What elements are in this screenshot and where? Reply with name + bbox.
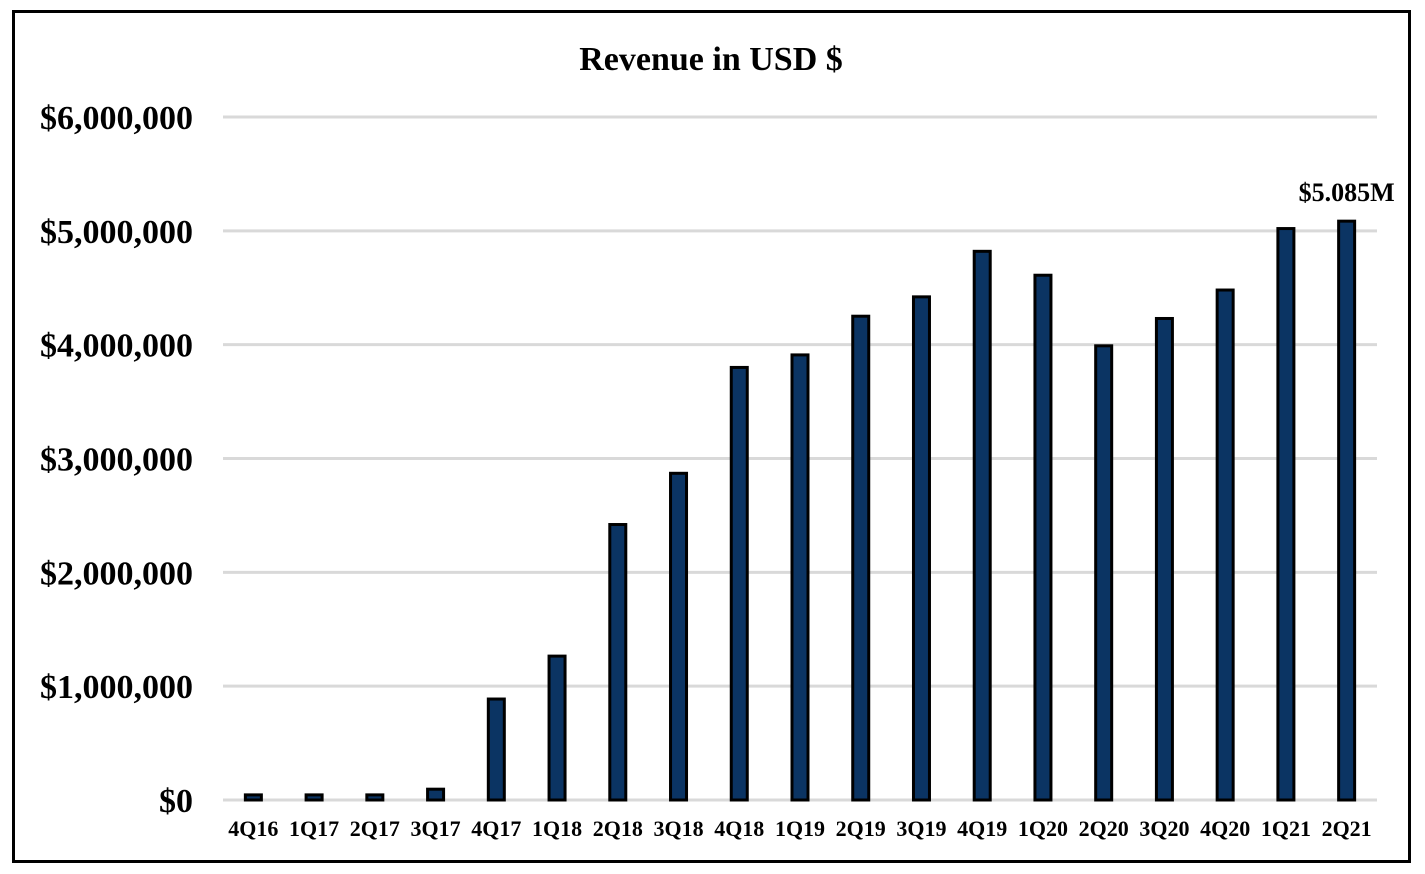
y-tick-label: $5,000,000 xyxy=(40,214,193,251)
x-tick-label: 4Q20 xyxy=(1200,816,1250,841)
y-axis-ticks: $0 $1,000,000 $2,000,000 $3,000,000 $4,000,0… xyxy=(40,100,193,820)
bar-3q19 xyxy=(911,295,931,802)
bar-1q21 xyxy=(1276,227,1296,802)
bar-4q17 xyxy=(486,697,506,802)
bar-1q18 xyxy=(547,654,567,802)
x-tick-label: 1Q17 xyxy=(289,816,339,841)
bars xyxy=(243,219,1357,802)
chart-title: Revenue in USD $ xyxy=(579,41,843,78)
x-tick-label: 3Q19 xyxy=(896,816,946,841)
x-tick-label: 2Q17 xyxy=(350,816,400,841)
bar-4q16 xyxy=(243,793,263,802)
data-labels: $5.085M xyxy=(1299,178,1395,207)
x-tick-label: 2Q20 xyxy=(1079,816,1129,841)
x-tick-label: 3Q17 xyxy=(411,816,461,841)
x-tick-label: 4Q16 xyxy=(228,816,278,841)
x-tick-label: 4Q18 xyxy=(714,816,764,841)
bar-2q21 xyxy=(1337,219,1357,802)
x-tick-label: 3Q20 xyxy=(1139,816,1189,841)
bar-1q20 xyxy=(1033,273,1053,802)
x-tick-label: 1Q18 xyxy=(532,816,582,841)
y-tick-label: $0 xyxy=(159,783,193,820)
x-tick-label: 1Q20 xyxy=(1018,816,1068,841)
bar-3q18 xyxy=(669,471,689,802)
bar-3q17 xyxy=(426,787,446,802)
bar-3q20 xyxy=(1154,316,1174,802)
y-tick-label: $1,000,000 xyxy=(40,669,193,706)
x-tick-label: 3Q18 xyxy=(653,816,703,841)
y-tick-label: $4,000,000 xyxy=(40,328,193,365)
y-tick-label: $3,000,000 xyxy=(40,442,193,479)
bar-1q17 xyxy=(304,793,324,802)
bar-2q19 xyxy=(851,314,871,802)
x-tick-label: 2Q21 xyxy=(1322,816,1372,841)
bar-4q20 xyxy=(1215,288,1235,802)
chart-frame xyxy=(12,10,1411,863)
x-tick-label: 4Q17 xyxy=(471,816,521,841)
bar-4q18 xyxy=(729,365,749,802)
bar-4q19 xyxy=(972,249,992,802)
x-tick-label: 1Q21 xyxy=(1261,816,1311,841)
bar-2q17 xyxy=(365,793,385,802)
y-tick-label: $6,000,000 xyxy=(40,100,193,137)
bar-1q19 xyxy=(790,353,810,802)
bar-2q18 xyxy=(608,523,628,802)
y-tick-label: $2,000,000 xyxy=(40,555,193,592)
x-tick-label: 1Q19 xyxy=(775,816,825,841)
x-tick-label: 4Q19 xyxy=(957,816,1007,841)
x-axis-ticks: 4Q16 1Q17 2Q17 3Q17 4Q17 1Q18 2Q18 3Q18 4Q18 1Q19… xyxy=(228,816,1371,841)
x-tick-label: 2Q18 xyxy=(593,816,643,841)
bar-2q20 xyxy=(1094,344,1114,802)
gridlines xyxy=(223,115,1377,802)
x-tick-label: 2Q19 xyxy=(836,816,886,841)
data-label: $5.085M xyxy=(1299,178,1395,207)
